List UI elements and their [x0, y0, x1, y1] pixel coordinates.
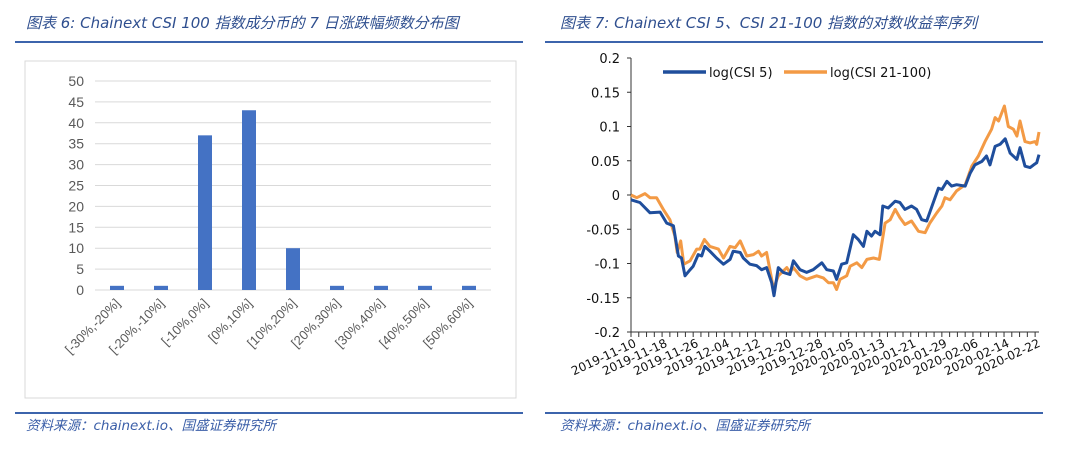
y-tick-label: 40 — [68, 115, 84, 131]
figure-7-title: 图表 7: Chainext CSI 5、CSI 21-100 指数的对数收益率… — [560, 14, 979, 32]
y-tick-label: 5 — [76, 261, 84, 277]
y-tick-label: -0.1 — [595, 258, 620, 273]
y-tick-label: 20 — [68, 198, 84, 214]
bar-[0%,10%] — [242, 110, 256, 290]
y-tick-label: 30 — [68, 157, 84, 173]
figure-6-title: 图表 6: Chainext CSI 100 指数成分币的 7 日涨跌幅频数分布… — [26, 14, 461, 32]
y-tick-label: -0.15 — [586, 292, 620, 307]
bar-[-20%,-10%] — [154, 285, 168, 290]
log-return-line-chart: 0.20.150.10.050-0.05-0.1-0.15-0.22019-11… — [569, 52, 1042, 378]
figure-6-source: 资料来源：chainext.io、国盛证券研究所 — [26, 418, 278, 434]
series-line-csi-5 — [630, 137, 1041, 298]
y-tick-label: 0.05 — [591, 155, 620, 170]
y-tick-label: -0.2 — [595, 326, 620, 341]
y-tick-label: 0.2 — [599, 52, 620, 67]
bar-[10%,20%] — [286, 248, 300, 290]
y-tick-label: 0 — [76, 282, 84, 298]
series-line-csi-21-100 — [630, 104, 1041, 291]
y-tick-label: -0.05 — [586, 223, 620, 238]
y-tick-label: 10 — [68, 240, 84, 256]
y-tick-label: 0 — [612, 189, 620, 204]
legend-label-csi-21-100: log(CSI 21-100) — [830, 66, 931, 81]
y-tick-label: 25 — [68, 178, 84, 194]
figure-6-chart-frame — [24, 60, 517, 399]
y-tick-label: 0.1 — [599, 121, 620, 136]
bar-[40%,50%] — [418, 285, 432, 290]
y-tick-label: 15 — [68, 219, 84, 235]
figure-7-source: 资料来源：chainext.io、国盛证券研究所 — [560, 418, 812, 434]
y-tick-label: 50 — [68, 73, 84, 89]
bar-[-10%,0%] — [198, 135, 212, 290]
bar-[50%,60%] — [462, 285, 476, 290]
bar-[20%,30%] — [330, 285, 344, 290]
y-tick-label: 45 — [68, 94, 84, 110]
legend-label-csi-5: log(CSI 5) — [709, 66, 773, 81]
bar-[-30%,-20%] — [110, 285, 124, 290]
y-tick-label: 35 — [68, 136, 84, 152]
y-tick-label: 0.15 — [591, 86, 620, 101]
bar-[30%,40%] — [374, 285, 388, 290]
